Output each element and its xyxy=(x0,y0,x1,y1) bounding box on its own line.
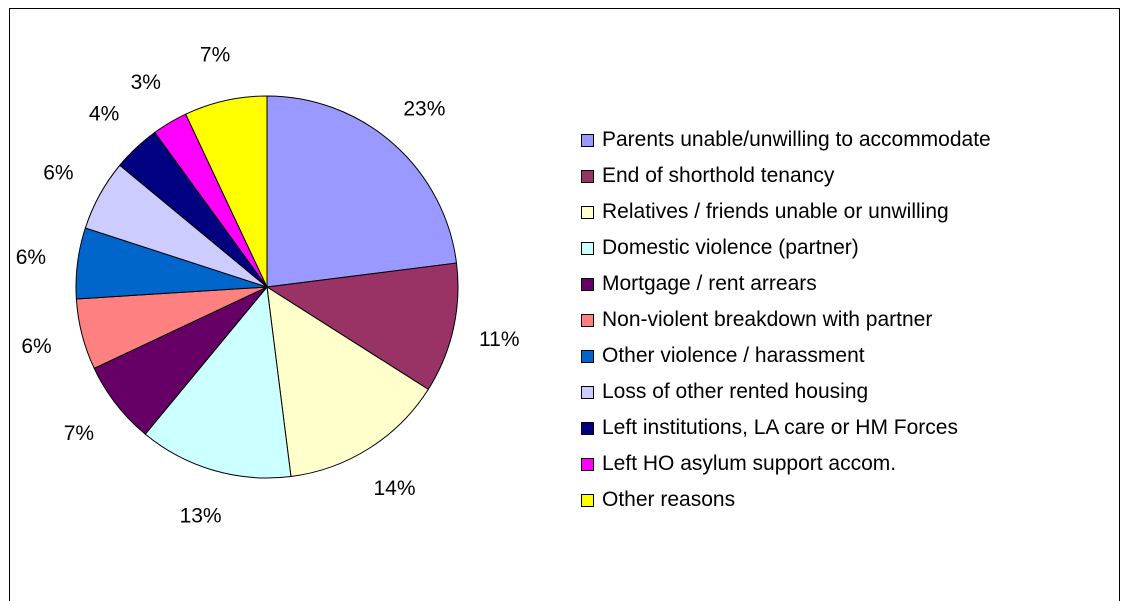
legend-item: Left institutions, LA care or HM Forces xyxy=(581,410,991,446)
legend-swatch xyxy=(581,493,594,507)
legend-item: Parents unable/unwilling to accommodate xyxy=(581,122,991,158)
legend-swatch xyxy=(581,241,594,255)
legend-item: Non-violent breakdown with partner xyxy=(581,302,991,338)
slice-percent-label: 6% xyxy=(21,335,51,358)
legend-swatch xyxy=(581,457,594,471)
legend-swatch xyxy=(581,349,594,363)
legend-swatch xyxy=(581,313,594,327)
legend-swatch xyxy=(581,385,594,399)
pie-slice xyxy=(144,285,292,479)
legend-label: Other violence / harassment xyxy=(602,344,865,367)
chart-frame xyxy=(9,8,1120,601)
pie-slice xyxy=(266,286,429,478)
legend-label: Mortgage / rent arrears xyxy=(602,272,817,295)
chart-legend: Parents unable/unwilling to accommodate E… xyxy=(581,122,991,518)
slice-percent-label: 4% xyxy=(89,103,119,126)
slice-percent-label: 14% xyxy=(373,477,415,500)
legend-label: End of shorthold tenancy xyxy=(602,164,835,187)
slice-percent-label: 7% xyxy=(200,44,230,67)
slice-percent-label: 3% xyxy=(131,71,161,94)
legend-swatch xyxy=(581,205,594,219)
slice-percent-label: 6% xyxy=(16,246,46,269)
legend-label: Domestic violence (partner) xyxy=(602,236,859,259)
slice-percent-label: 11% xyxy=(479,328,519,351)
legend-item: End of shorthold tenancy xyxy=(581,158,991,194)
legend-label: Left institutions, LA care or HM Forces xyxy=(602,416,958,439)
legend-swatch xyxy=(581,133,594,147)
pie-slice xyxy=(265,262,459,391)
legend-label: Left HO asylum support accom. xyxy=(602,452,897,475)
slice-percent-label: 6% xyxy=(43,161,73,184)
legend-item: Other violence / harassment xyxy=(581,338,991,374)
legend-label: Non-violent breakdown with partner xyxy=(602,308,933,331)
legend-swatch xyxy=(581,277,594,291)
legend-label: Other reasons xyxy=(602,488,736,511)
legend-swatch xyxy=(581,169,594,183)
legend-item: Other reasons xyxy=(581,482,991,518)
legend-item: Loss of other rented housing xyxy=(581,374,991,410)
legend-item: Left HO asylum support accom. xyxy=(581,446,991,482)
legend-item: Mortgage / rent arrears xyxy=(581,266,991,302)
legend-swatch xyxy=(581,421,594,435)
pie-chart: 23% 11% 14% 13% 7% 6% 6% 6% 4% 3% 7% xyxy=(16,44,520,528)
pie-slice xyxy=(185,95,268,288)
legend-item: Relatives / friends unable or unwilling xyxy=(581,194,991,230)
legend-label: Parents unable/unwilling to accommodate xyxy=(602,128,991,151)
slice-percent-label: 13% xyxy=(180,505,222,528)
slice-percent-label: 23% xyxy=(403,98,445,121)
legend-label: Loss of other rented housing xyxy=(602,380,869,403)
pie-slice xyxy=(266,95,458,288)
slice-percent-label: 7% xyxy=(64,422,94,445)
legend-label: Relatives / friends unable or unwilling xyxy=(602,200,949,223)
legend-item: Domestic violence (partner) xyxy=(581,230,991,266)
